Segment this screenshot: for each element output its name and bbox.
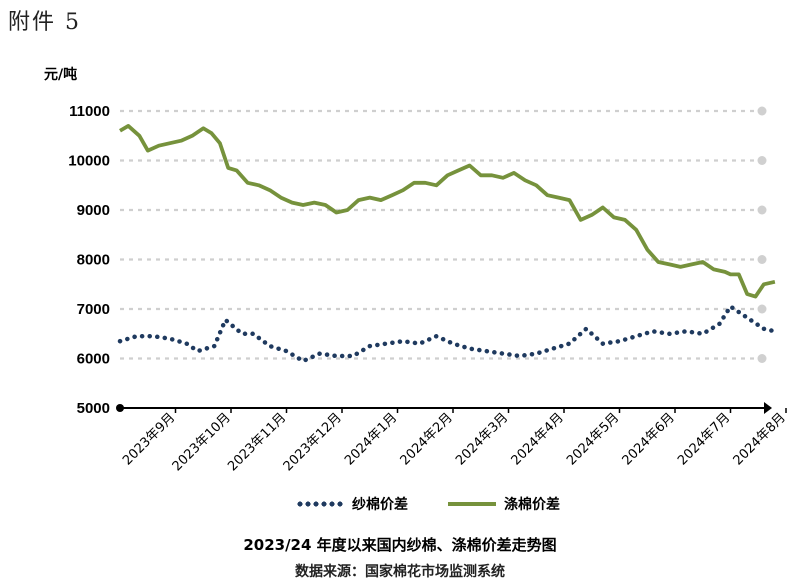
x-axis-arrow-icon: [764, 402, 772, 414]
y-tick-label: 11000: [69, 103, 110, 120]
legend-label-polyester-cotton: 涤棉价差: [504, 497, 560, 513]
x-tick-label: 2023年11月: [225, 410, 289, 474]
chart-legend: 纱棉价差 涤棉价差: [296, 494, 560, 514]
x-tick-label: 2024年2月: [398, 410, 456, 468]
x-tick-label: 2024年3月: [453, 410, 511, 468]
x-tick-label: 2023年10月: [170, 410, 234, 474]
x-tick-label: 2023年9月: [120, 410, 178, 468]
chart-title: 2023/24 年度以来国内纱棉、涤棉价差走势图: [243, 536, 557, 554]
y-axis-unit-label: 元/吨: [44, 67, 78, 83]
x-tick-label: 2024年4月: [509, 410, 567, 468]
y-tick-label: 10000: [68, 153, 110, 170]
gridline-end-dot: [757, 205, 767, 215]
x-axis-origin-dot: [116, 404, 124, 412]
gridline-end-dot: [757, 156, 767, 165]
solid-line-swatch-icon: [448, 502, 496, 506]
legend-item-yarn-cotton: 纱棉价差: [296, 494, 408, 514]
y-tick-label: 9000: [77, 202, 110, 219]
y-tick-label: 5000: [77, 400, 110, 417]
x-tick-label: 2024年5月: [564, 410, 622, 468]
legend-label-yarn-cotton: 纱棉价差: [352, 497, 408, 513]
x-tick-label: 2024年8月: [731, 410, 789, 468]
chart-source: 数据来源：国家棉花市场监测系统: [295, 564, 505, 580]
series-line-polyester-cotton: [119, 124, 776, 299]
attachment-label: 附件 5: [8, 10, 81, 35]
x-tick-label: 2024年6月: [620, 410, 678, 468]
x-tick-label: 2024年1月: [342, 410, 400, 468]
gridline-end-dot: [757, 106, 767, 116]
dotted-line-swatch-icon: [296, 501, 344, 507]
x-tick-label: 2023年12月: [281, 410, 345, 474]
gridline-end-dot: [757, 255, 767, 264]
x-tick-label: 2024年7月: [675, 410, 733, 468]
y-tick-label: 8000: [77, 252, 110, 269]
gridline-end-dot: [757, 304, 767, 314]
y-tick-label: 7000: [77, 301, 110, 318]
series-line-yarn-cotton: [117, 303, 778, 364]
gridline-end-dot: [757, 354, 767, 363]
legend-item-polyester-cotton: 涤棉价差: [448, 494, 560, 514]
y-tick-label: 6000: [77, 351, 110, 368]
